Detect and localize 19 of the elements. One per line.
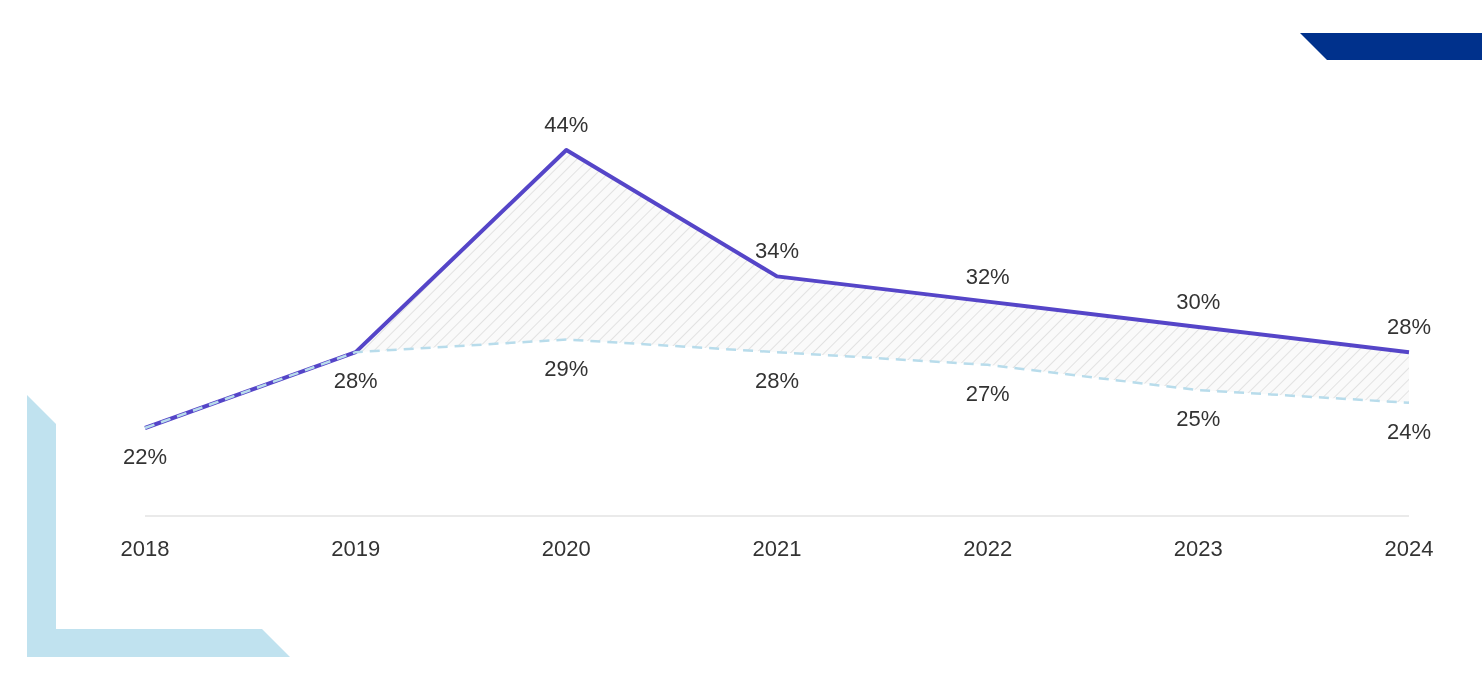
data-label: 28%: [1386, 314, 1432, 340]
x-tick-label: 2019: [331, 536, 381, 561]
x-tick-label: 2020: [541, 536, 591, 561]
x-tick-label: 2018: [120, 536, 170, 561]
data-label: 30%: [1176, 288, 1221, 314]
x-tick-label: 2024: [1384, 536, 1434, 561]
data-label: 22%: [122, 444, 168, 469]
data-label: 44%: [544, 112, 589, 137]
data-label: 34%: [754, 238, 800, 264]
x-tick-label: 2021: [752, 536, 802, 561]
x-tick-label: 2023: [1173, 536, 1223, 561]
data-label: 29%: [544, 355, 589, 381]
data-label: 28%: [754, 368, 800, 394]
data-label: 27%: [965, 380, 1010, 406]
data-label: 24%: [1386, 418, 1432, 444]
data-label: 25%: [1176, 406, 1221, 432]
x-tick-label: 2022: [963, 536, 1013, 561]
data-label: 28%: [333, 368, 378, 394]
data-label: 32%: [965, 263, 1010, 289]
